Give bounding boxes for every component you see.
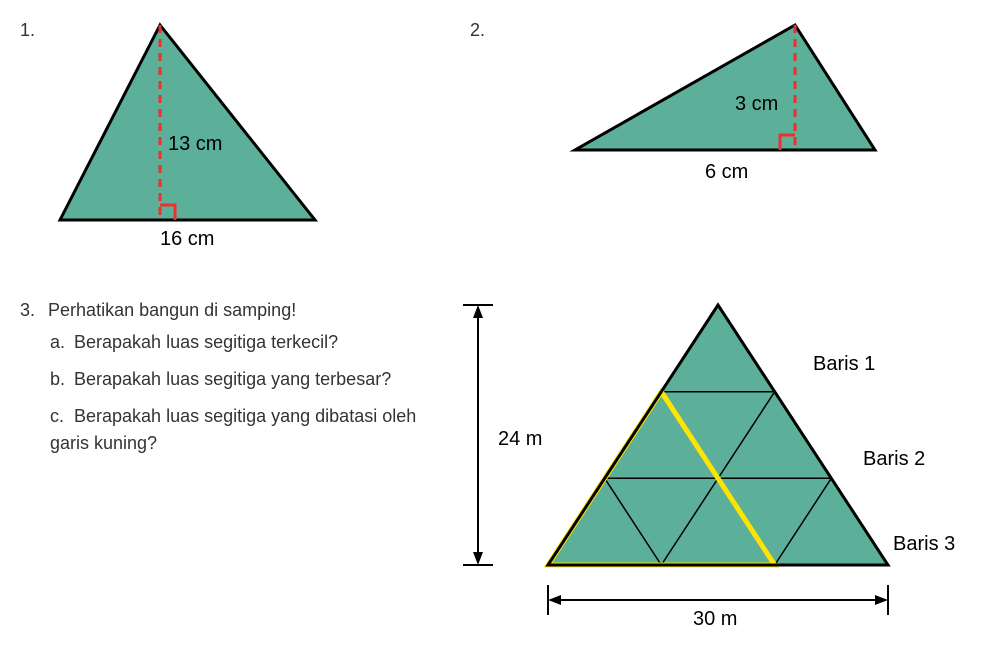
row-2-label: Baris 2: [863, 448, 925, 470]
base-label: 30 m: [693, 608, 737, 630]
problem-3-number: 3.: [20, 300, 35, 321]
problem-3-figure: 24 m 30 m Baris 1 Baris 2 Baris 3: [443, 300, 963, 630]
triangle-2-figure: 3 cm 6 cm: [565, 20, 895, 210]
problem-3-instruction: Perhatikan bangun di samping!: [48, 300, 296, 320]
triangle-1-shape: [60, 25, 315, 220]
triangle-2-base-label: 6 cm: [705, 161, 748, 183]
triangle-1-base-label: 16 cm: [160, 228, 214, 250]
triangle-2-shape: [575, 25, 875, 150]
triangle-2-height-label: 3 cm: [735, 93, 778, 115]
question-b: b.Berapakah luas segitiga yang terbesar?: [50, 366, 423, 393]
problem-3: 3. Perhatikan bangun di samping! a.Berap…: [20, 300, 963, 630]
triangle-1-figure: 13 cm 16 cm: [35, 20, 335, 270]
arrow-down-icon: [473, 552, 483, 565]
problem-1-number: 1.: [20, 20, 35, 41]
question-c: c.Berapakah luas segitiga yang dibatasi …: [50, 403, 423, 457]
arrow-up-icon: [473, 305, 483, 318]
question-a: a.Berapakah luas segitiga terkecil?: [50, 329, 423, 356]
big-triangle-fill: [548, 305, 888, 565]
problem-1: 1. 13 cm 16 cm: [20, 20, 335, 270]
row-3-label: Baris 3: [893, 533, 955, 555]
height-label: 24 m: [498, 428, 542, 450]
row-1-label: Baris 1: [813, 353, 875, 375]
arrow-left-icon: [548, 595, 561, 605]
problem-2: 2. 3 cm 6 cm: [470, 20, 895, 270]
triangle-1-height-label: 13 cm: [168, 133, 222, 155]
arrow-right-icon: [875, 595, 888, 605]
problem-2-number: 2.: [470, 20, 485, 41]
problem-3-questions: a.Berapakah luas segitiga terkecil? b.Be…: [20, 329, 423, 457]
problem-3-text: 3. Perhatikan bangun di samping! a.Berap…: [20, 300, 423, 630]
